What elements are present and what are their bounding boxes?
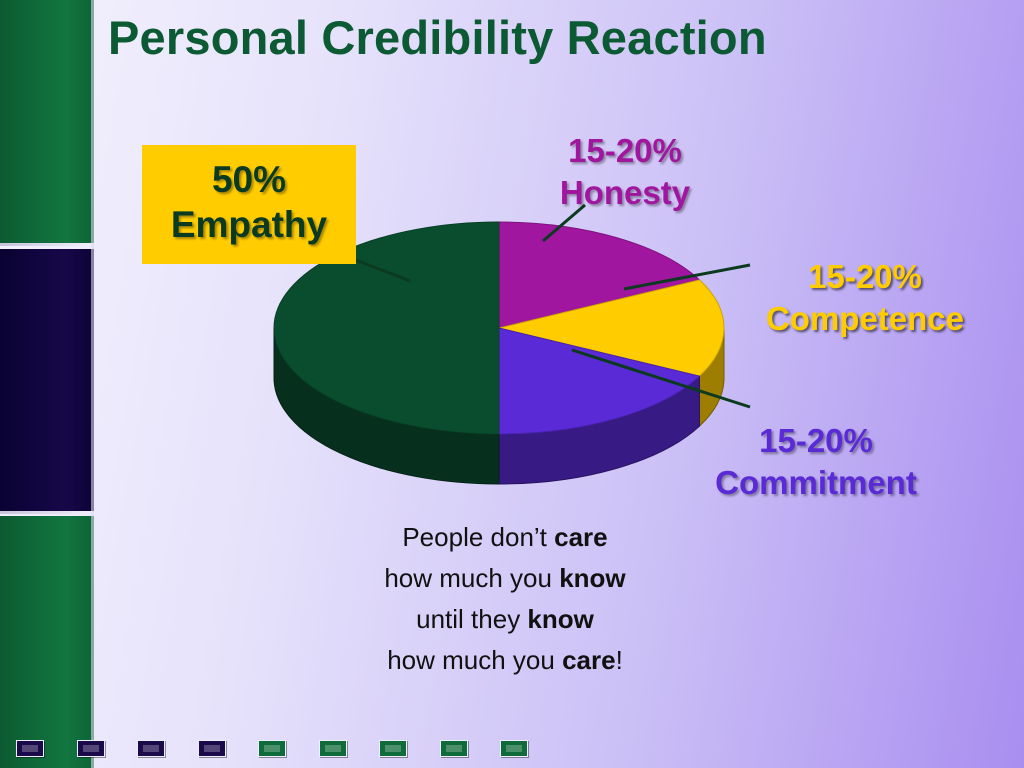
quote-emphasis: know [527, 604, 594, 634]
commitment-callout: 15-20% Commitment [688, 420, 944, 504]
nav-button-2[interactable] [76, 740, 105, 757]
honesty-callout: 15-20% Honesty [540, 130, 710, 214]
quote-emphasis: care [562, 645, 616, 675]
competence-percent: 15-20% [808, 258, 922, 295]
empathy-name: Empathy [170, 204, 328, 245]
commitment-name: Commitment [715, 464, 917, 501]
sidebar-block-green-bottom [0, 516, 94, 768]
leader-line-3 [623, 263, 751, 291]
sidebar-block-green-top [0, 0, 94, 243]
nav-button-9[interactable] [500, 740, 528, 757]
quote-line-3: until they know [320, 599, 690, 640]
sidebar-decoration [0, 0, 94, 768]
honesty-percent: 15-20% [568, 132, 682, 169]
nav-button-8[interactable] [439, 740, 468, 757]
pie-slice-competence [498, 279, 725, 377]
nav-button-6[interactable] [318, 740, 347, 757]
competence-callout: 15-20% Competence [742, 256, 988, 340]
nav-button-highlight [324, 745, 341, 752]
nav-button-highlight [22, 745, 38, 752]
quote-text-span: People don’t [402, 522, 555, 552]
quote-line-4: how much you care! [320, 640, 690, 681]
slide-title: Personal Credibility Reaction [108, 11, 767, 64]
quote-emphasis: know [559, 563, 626, 593]
competence-name: Competence [765, 300, 965, 337]
pie-slice-empathy [273, 221, 500, 435]
quote-text-span: how much you [387, 645, 563, 675]
nav-button-4[interactable] [197, 740, 226, 757]
sidebar-block-navy [0, 249, 94, 511]
nav-button-highlight [385, 745, 401, 752]
leader-line-2 [542, 203, 586, 243]
nav-button-1[interactable] [16, 740, 44, 757]
nav-button-3[interactable] [137, 740, 165, 757]
quote-text: People don’t care how much you know unti… [320, 517, 690, 681]
quote-text-span: how much you [384, 563, 560, 593]
empathy-label-box: 50% Empathy [142, 145, 356, 264]
quote-text-span: ! [615, 645, 623, 675]
nav-button-5[interactable] [258, 740, 286, 757]
commitment-percent: 15-20% [759, 422, 873, 459]
leader-line-4 [571, 348, 751, 409]
empathy-percent: 50% [211, 159, 287, 200]
nav-button-highlight [203, 745, 220, 752]
nav-button-7[interactable] [379, 740, 407, 757]
nav-button-highlight [264, 745, 280, 752]
sidebar-separator [0, 243, 94, 246]
nav-button-highlight [82, 745, 99, 752]
quote-line-1: People don’t care [320, 517, 690, 558]
sidebar-separator [0, 511, 94, 514]
quote-emphasis: care [554, 522, 608, 552]
quote-text-span: until they [416, 604, 528, 634]
nav-button-highlight [445, 745, 462, 752]
quote-line-2: how much you know [320, 558, 690, 599]
pie-slice-honesty [498, 221, 701, 329]
nav-button-highlight [506, 745, 522, 752]
honesty-name: Honesty [559, 174, 691, 211]
nav-button-highlight [143, 745, 159, 752]
sidebar-edge [91, 0, 94, 768]
